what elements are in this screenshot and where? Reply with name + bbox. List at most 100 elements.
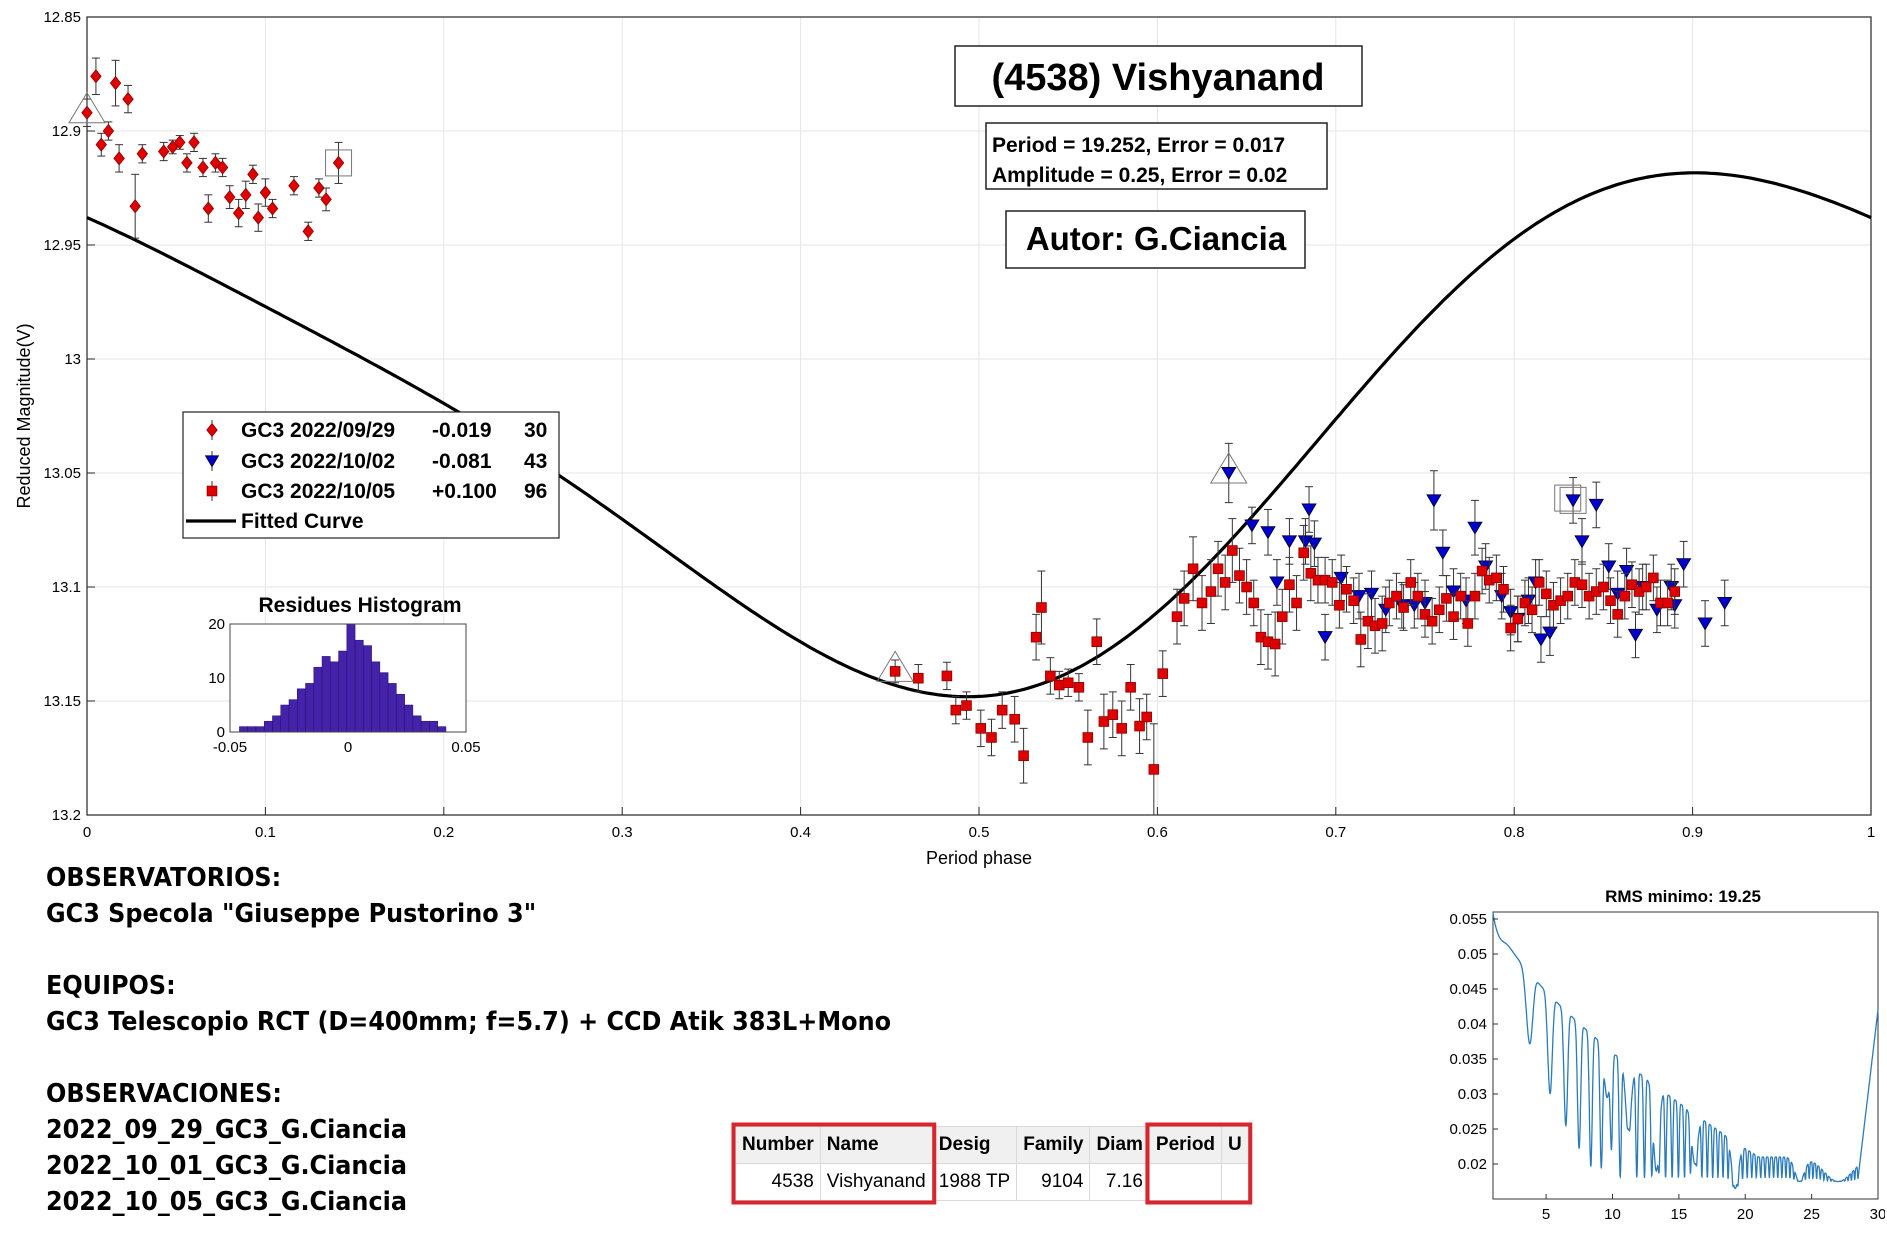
fitted-curve-line [86,171,1872,699]
rms-y-tick-label: 0.045 [1449,981,1487,998]
data-point [1248,597,1260,609]
y-tick-label: 13.05 [43,465,81,482]
data-point [1277,611,1288,622]
data-point [1221,466,1237,481]
rms-x-tick-label: 15 [1671,1206,1688,1223]
histogram-y-tick-label: 10 [208,670,225,687]
data-point [224,189,236,205]
data-point [1426,494,1442,508]
data-point [1355,634,1367,645]
data-point [1391,590,1402,602]
data-point [975,723,987,734]
data-point [1178,593,1190,604]
histogram-bar [288,699,298,733]
histogram-bar [420,720,430,733]
data-point [1030,631,1042,643]
x-tick-label: 0.3 [612,824,633,841]
table-header-row: Number Name Desig Family Diam Period U [735,1126,1249,1164]
data-point [1091,636,1103,647]
histogram-bar [305,683,315,733]
data-point [129,199,141,214]
table-cell [1221,1163,1249,1201]
histogram-bar [379,672,389,733]
author-box [1005,210,1306,269]
rms-x-tick-label: 25 [1803,1206,1820,1223]
session-end-marker [325,149,353,177]
data-point [1205,586,1217,597]
data-point [1462,618,1474,629]
table-header: Diam [1089,1126,1150,1164]
histogram-bar [321,656,331,733]
data-point [1533,633,1549,647]
histogram-bar [239,726,248,733]
data-point [302,224,314,239]
data-point [1284,579,1295,590]
data-point [1426,615,1438,627]
legend-symbol [206,485,218,497]
observation-info: OBSERVATORIOS: GC3 Specola "Giuseppe Pus… [46,860,891,1220]
data-point [1018,750,1029,761]
data-point [1157,668,1169,679]
y-axis-label: Reduced Magnitude(V) [14,323,34,508]
data-point [1341,584,1352,595]
data-point [1542,626,1558,640]
histogram-bar [255,726,265,733]
legend-label: GC3 2022/09/29 [241,419,395,442]
rms-y-tick-label: 0.03 [1458,1086,1487,1103]
data-point [1241,581,1252,593]
histogram-bar [338,650,348,733]
rms-y-tick-label: 0.02 [1458,1156,1487,1173]
data-point [1662,597,1673,609]
data-point [1469,590,1481,602]
x-tick-label: 0.7 [1325,824,1346,841]
data-point [1412,590,1424,602]
legend-offset: -0.081 [432,450,492,473]
table-cell [1148,1163,1223,1201]
data-point [986,732,997,743]
data-point [1134,720,1145,732]
data-point [1398,602,1409,613]
legend-box [182,411,560,539]
observatories-heading: OBSERVATORIOS: [46,863,282,893]
data-point [1441,593,1452,604]
data-points [81,57,1733,816]
histogram-bar [313,666,323,733]
data-point [1640,581,1652,593]
data-point [1541,588,1552,600]
data-point [1009,713,1020,725]
data-point [1618,565,1635,579]
histogram-bar [280,704,290,733]
data-point [1384,597,1395,609]
data-point [1565,494,1581,508]
y-tick-label: 12.85 [43,9,81,26]
data-point [1301,503,1317,517]
histogram-bar [354,639,364,733]
histogram-x-tick-label: 0 [344,739,352,756]
data-point [1333,571,1349,585]
data-point [1116,723,1127,734]
data-point [81,105,93,120]
data-point [1098,716,1110,727]
data-point [209,155,222,171]
data-point [197,160,209,175]
table-header: Desig [931,1126,1018,1164]
x-tick-label: 0.9 [1682,824,1703,841]
data-point [240,187,252,202]
equipment-text: GC3 Telescopio RCT (D=400mm; f=5.7) + CC… [46,1007,892,1037]
data-point [174,135,186,150]
y-tick-label: 12.9 [52,123,81,140]
data-point [996,704,1008,716]
data-point [1669,586,1681,597]
table-cell: 7.16 [1089,1163,1150,1201]
rms-x-tick-label: 10 [1604,1206,1621,1223]
histogram-bar [272,715,281,733]
data-point [1212,563,1224,575]
data-point [1574,535,1590,549]
histogram-title: Residues Histogram [258,594,461,617]
histogram-bar [263,720,273,733]
rms-chart-title: RMS minimo: 19.25 [1605,887,1761,906]
data-point [1405,577,1417,588]
data-point [259,185,272,200]
rms-x-tick-label: 20 [1737,1206,1754,1223]
histogram-bar [330,661,339,733]
